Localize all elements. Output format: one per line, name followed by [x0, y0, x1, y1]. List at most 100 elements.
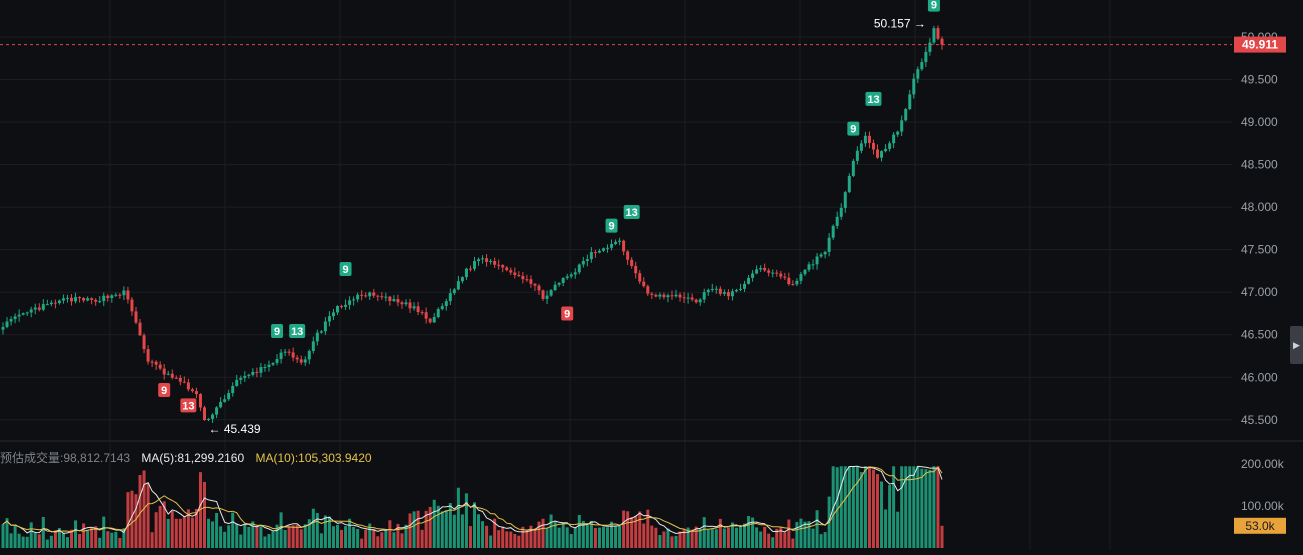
candle-body [227, 393, 231, 400]
volume-bar [928, 469, 932, 548]
volume-bar [154, 512, 158, 548]
candle-body [456, 281, 460, 290]
low-price-annotation: ← 45.439 [209, 422, 261, 436]
volume-bar [275, 524, 279, 548]
candle-body [460, 277, 464, 282]
marker-label: 13 [291, 326, 303, 338]
volume-bar [33, 532, 37, 548]
candle-body [70, 297, 74, 302]
volume-bar [468, 526, 472, 548]
volume-bar [755, 527, 759, 548]
volume-bar [577, 514, 581, 548]
volume-bar [384, 529, 388, 548]
candle-body [601, 248, 605, 251]
price-annotations: 50.157 → ← 45.439 [0, 17, 1232, 436]
volume-bar [521, 526, 525, 548]
scroll-right-handle[interactable]: ▶ [1290, 326, 1303, 364]
candle-body [597, 250, 601, 253]
price-tick-label: 46.000 [1241, 370, 1278, 384]
candle-body [763, 267, 767, 271]
volume-bar [585, 524, 589, 548]
candle-body [787, 277, 791, 285]
candle-body [606, 247, 609, 249]
volume-bar [920, 468, 924, 548]
candle-body [420, 312, 424, 314]
candle-body [690, 297, 694, 300]
volume-bar [573, 527, 577, 548]
current-volume-label: 53.0k [1245, 519, 1275, 533]
candle-body [13, 316, 17, 320]
candle-body [851, 160, 855, 176]
candle-body [714, 288, 718, 290]
volume-bar [307, 519, 311, 548]
volume-bar [186, 509, 190, 548]
candle-body [114, 294, 118, 296]
volume-bars [1, 466, 944, 548]
volume-bar [82, 523, 86, 548]
volume-ma5-line [2, 465, 943, 535]
candle-body [452, 289, 456, 294]
volume-bar [255, 526, 259, 548]
candle-body [98, 301, 102, 303]
marker-9-green: 9 [847, 121, 860, 136]
candle-body [21, 313, 25, 315]
candle-body [448, 293, 452, 302]
volume-bar [871, 469, 875, 548]
marker-13-red: 13 [180, 398, 197, 413]
marker-13-green: 13 [865, 91, 882, 106]
volume-bar [541, 518, 545, 548]
candle-body [738, 288, 742, 290]
candle-body [557, 283, 561, 285]
volume-bar [356, 528, 360, 548]
candle-body [106, 295, 110, 299]
volume-bar [267, 534, 271, 548]
volume-bar [674, 535, 678, 548]
candle-body [791, 284, 795, 286]
volume-bar [319, 533, 323, 548]
candle-body [674, 294, 678, 297]
volume-bar [481, 521, 485, 548]
candle-body [722, 292, 726, 294]
volume-bar [654, 527, 658, 548]
candle-body [827, 237, 831, 252]
candle-body [928, 42, 932, 52]
candle-body [666, 295, 670, 298]
volume-bar [662, 531, 666, 548]
volume-bar [368, 523, 372, 548]
volume-bar [291, 525, 295, 548]
volume-bar [694, 526, 698, 548]
volume-bar [835, 467, 839, 548]
candle-body [577, 264, 581, 273]
volume-bar [231, 512, 235, 548]
volume-bar [811, 528, 815, 548]
volume-bar [819, 534, 823, 548]
candle-body [327, 316, 331, 322]
candle-body [53, 302, 57, 304]
volume-bar [158, 505, 162, 548]
volume-bar [718, 518, 722, 548]
candle-body [267, 364, 271, 368]
volume-bar [239, 534, 243, 548]
candle-body [485, 258, 489, 262]
candle-body [670, 295, 674, 297]
volume-bar [311, 508, 315, 548]
candle-body [61, 298, 65, 301]
volume-ma10-line [2, 466, 943, 533]
candle-body [904, 109, 908, 121]
volume-bar [456, 487, 460, 548]
volume-bar [678, 531, 682, 548]
volume-bar [779, 527, 783, 548]
candle-body [477, 259, 481, 262]
candle-body [432, 317, 436, 323]
candle-body [924, 51, 928, 63]
volume-bar [743, 523, 747, 548]
volume-bar [360, 538, 364, 548]
marker-9-red: 9 [158, 383, 171, 398]
candle-body [287, 351, 291, 353]
marker-9-red: 9 [561, 306, 574, 321]
candle-body [912, 78, 916, 95]
candle-body [646, 286, 650, 294]
volume-bar [138, 474, 142, 548]
